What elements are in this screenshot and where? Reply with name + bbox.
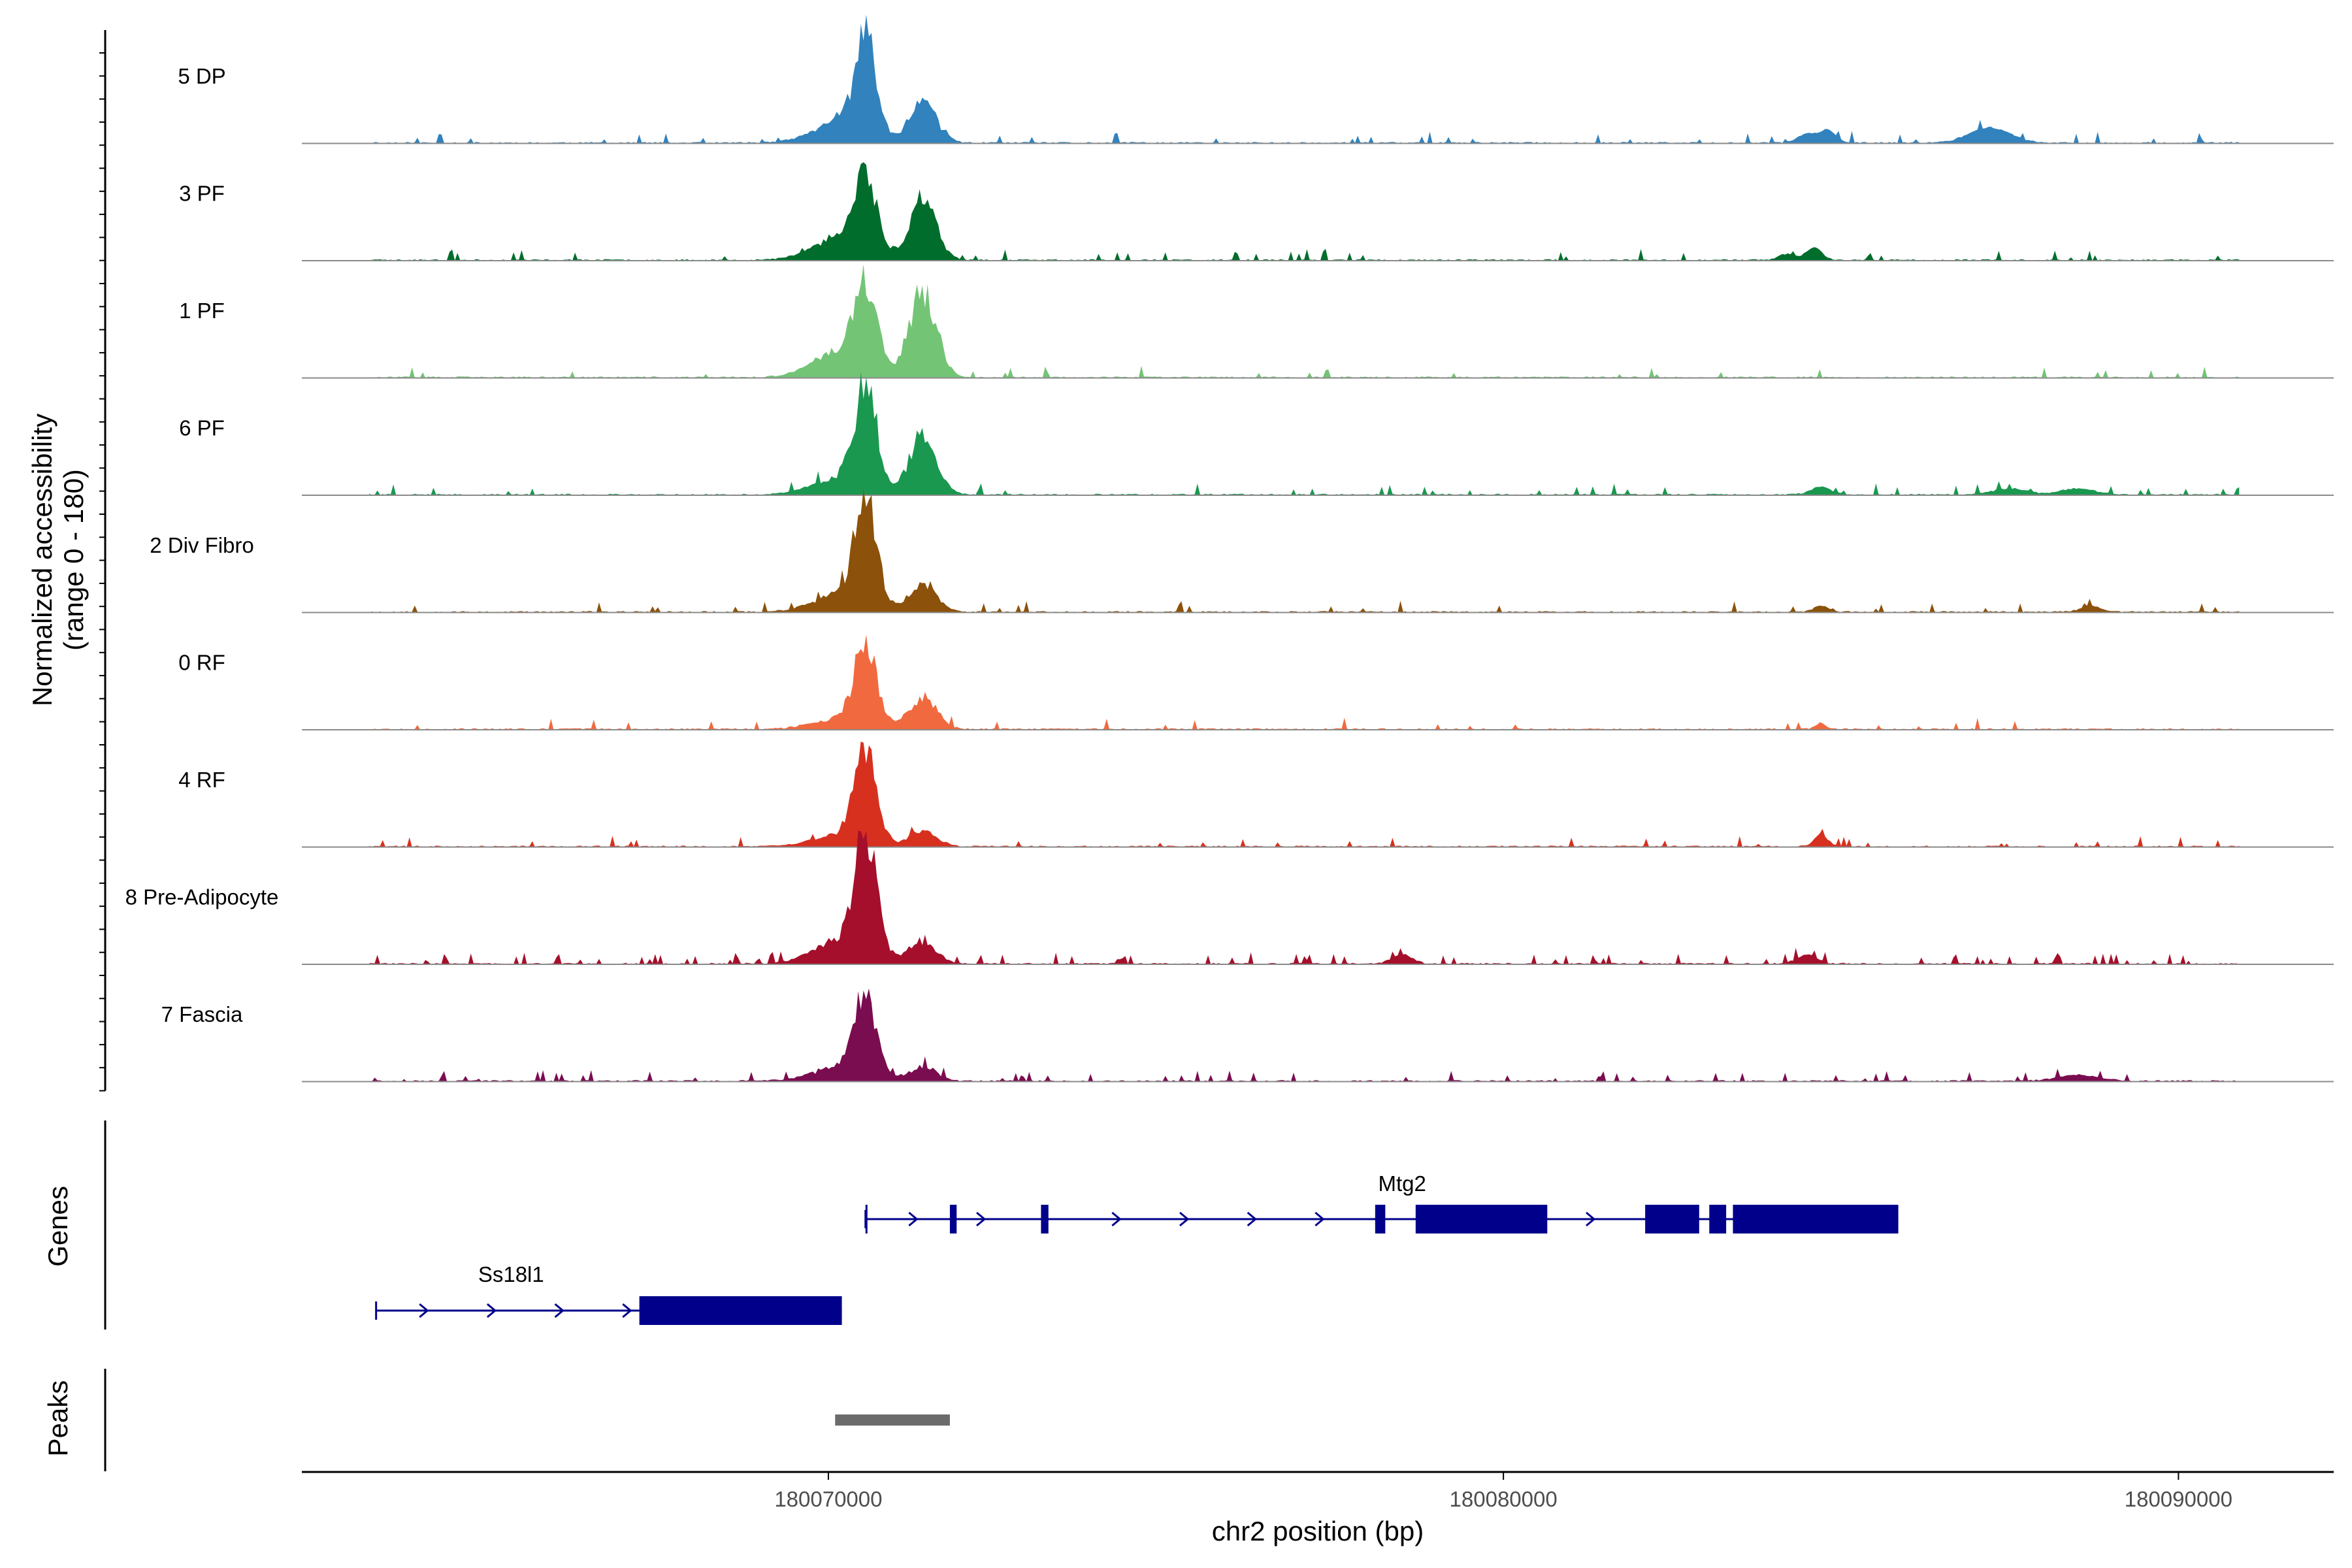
x-tick-label: 180070000 xyxy=(774,1487,882,1511)
coverage-area xyxy=(369,742,2240,847)
gene-exon xyxy=(1375,1205,1386,1233)
gene-exon xyxy=(1733,1205,1899,1233)
track-1-pf: 1 PF xyxy=(179,264,2334,379)
gene-track: Mtg2 Ss18l1 xyxy=(375,1171,1899,1325)
track-7-fascia: 7 Fascia xyxy=(161,988,2334,1083)
coverage-area xyxy=(369,988,2240,1082)
peaks-track-title: Peaks xyxy=(42,1380,73,1457)
genes-track-title: Genes xyxy=(42,1186,73,1267)
track-label: 7 Fascia xyxy=(161,1002,243,1026)
strand-chevron xyxy=(908,1211,919,1227)
track-6-pf: 6 PF xyxy=(179,372,2334,496)
strand-chevron xyxy=(1315,1211,1325,1227)
gene-exon xyxy=(865,1205,868,1233)
y-axis-title-line1: Normalized accessibility xyxy=(27,414,57,706)
strand-chevron xyxy=(1111,1211,1122,1227)
track-label: 5 DP xyxy=(178,64,225,88)
strand-chevron xyxy=(1179,1211,1190,1227)
track-3-pf: 3 PF xyxy=(179,162,2334,261)
gene-label: Ss18l1 xyxy=(478,1262,544,1286)
gene-label: Mtg2 xyxy=(1378,1171,1426,1196)
x-axis-title: chr2 position (bp) xyxy=(1212,1516,1424,1546)
track-5-dp: 5 DP xyxy=(178,14,2334,144)
track-8-pre-adipocyte: 8 Pre-Adipocyte xyxy=(125,831,2334,965)
coverage-area xyxy=(369,372,2240,495)
strand-chevron xyxy=(1586,1211,1596,1227)
coverage-y-axis xyxy=(99,30,106,1092)
track-label: 4 RF xyxy=(178,768,225,792)
left-axes xyxy=(99,30,106,1471)
gene-ss18l1: Ss18l1 xyxy=(375,1262,842,1325)
gene-exon xyxy=(949,1205,957,1233)
gene-exon xyxy=(1415,1205,1548,1233)
peak-bar xyxy=(835,1414,950,1426)
track-4-rf: 4 RF xyxy=(178,742,2334,848)
strand-chevron xyxy=(1247,1211,1257,1227)
strand-chevron xyxy=(419,1303,429,1318)
coverage-area xyxy=(369,264,2240,378)
x-tick-label: 180090000 xyxy=(2125,1487,2232,1511)
track-label: 2 Div Fibro xyxy=(150,533,254,557)
y-axis-title-line2: (range 0 - 180) xyxy=(58,469,89,651)
track-label: 6 PF xyxy=(179,416,225,440)
strand-chevron xyxy=(622,1303,632,1318)
coverage-area xyxy=(369,831,2240,964)
gene-exon xyxy=(1041,1205,1049,1233)
gene-exon xyxy=(1645,1205,1699,1233)
track-label: 3 PF xyxy=(179,181,225,205)
gene-mtg2: Mtg2 xyxy=(864,1171,1899,1233)
coverage-area xyxy=(369,488,2240,613)
strand-chevron xyxy=(554,1303,564,1318)
gene-exon xyxy=(639,1296,842,1325)
track-label: 0 RF xyxy=(178,650,225,674)
x-axis: 180070000 180080000 180090000 xyxy=(302,1471,2334,1511)
strand-chevron xyxy=(976,1211,987,1227)
x-tick-label: 180080000 xyxy=(1450,1487,1558,1511)
coverage-tracks: 5 DP 3 PF 1 PF 6 PF 2 Div Fibro 0 RF 4 RF 8 Pre… xyxy=(125,14,2334,1083)
coverage-area xyxy=(369,14,2240,144)
track-2-div-fibro: 2 Div Fibro xyxy=(150,488,2334,613)
track-label: 1 PF xyxy=(179,299,225,323)
strand-chevron xyxy=(486,1303,497,1318)
coverage-area xyxy=(369,162,2240,261)
peak-track xyxy=(835,1414,950,1426)
gene-exon xyxy=(1709,1205,1727,1233)
coverage-area xyxy=(369,634,2240,730)
track-0-rf: 0 RF xyxy=(178,634,2334,730)
track-label: 8 Pre-Adipocyte xyxy=(125,885,279,909)
